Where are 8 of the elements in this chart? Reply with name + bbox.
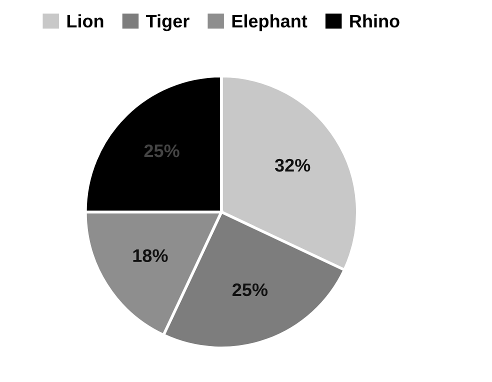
data-label: 32% (274, 158, 310, 172)
data-label: 25% (232, 283, 268, 296)
legend-label: Tiger (146, 14, 190, 32)
legend-label: Lion (67, 14, 104, 28)
legend-label: Rhino (350, 14, 400, 28)
data-label: 18% (133, 249, 168, 262)
legend-label: Elephant (232, 14, 308, 32)
data-label: 25% (144, 144, 180, 158)
